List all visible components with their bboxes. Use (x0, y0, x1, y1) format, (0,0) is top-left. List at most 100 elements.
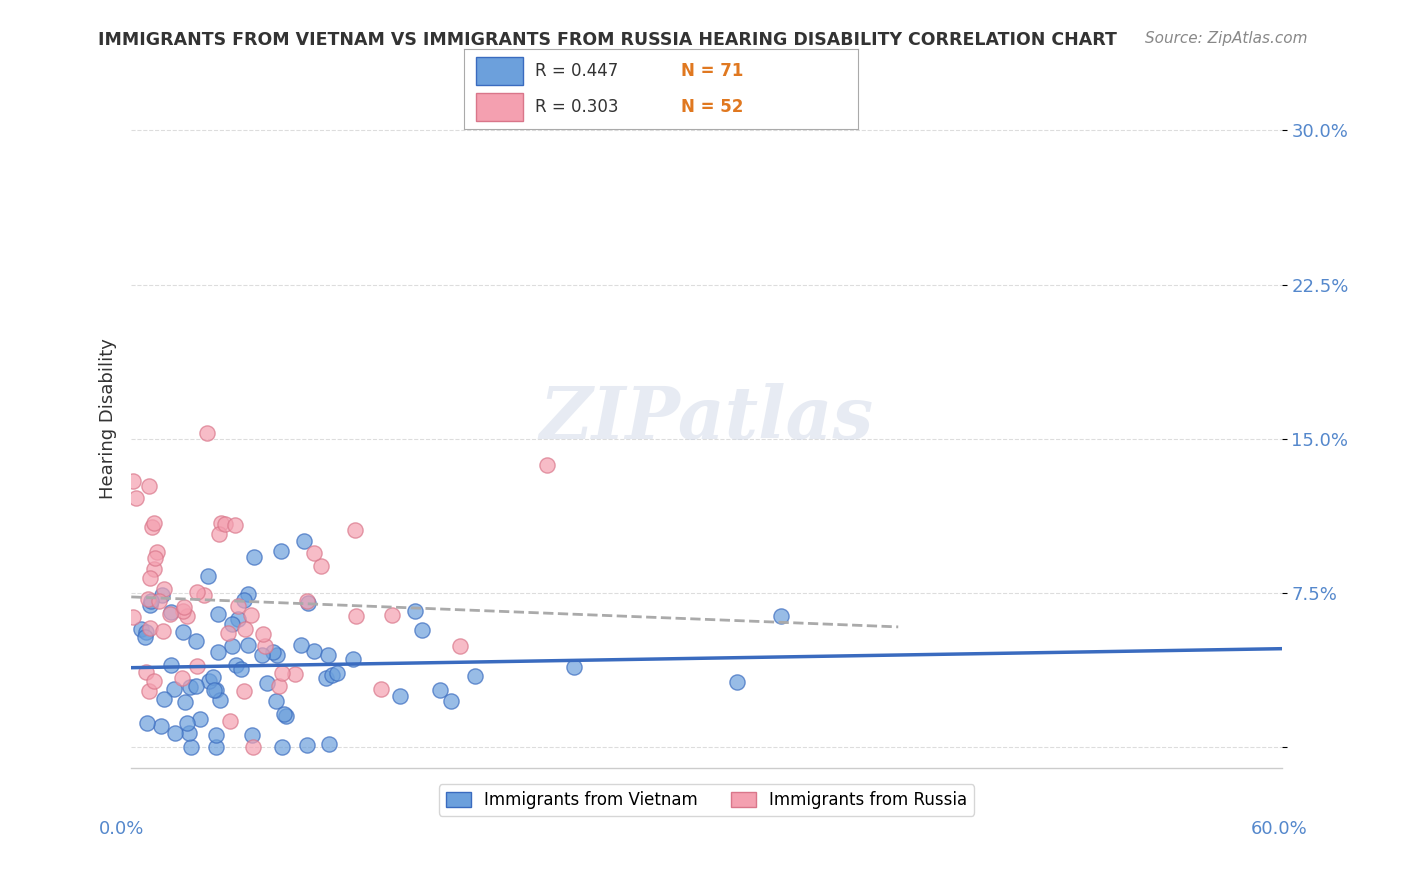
Russia (186, 585, 208, 599)
Vietnam (176, 716, 198, 731)
Russia (226, 599, 249, 613)
Russia (152, 624, 174, 638)
Russia (148, 594, 170, 608)
Russia (142, 674, 165, 689)
Vietnam (135, 716, 157, 731)
Vietnam (266, 648, 288, 662)
Vietnam (139, 598, 162, 612)
Vietnam (173, 694, 195, 708)
Vietnam (207, 607, 229, 621)
Russia (209, 516, 232, 530)
Vietnam (318, 737, 340, 751)
Russia (139, 571, 162, 585)
Vietnam (292, 534, 315, 549)
Vietnam (342, 652, 364, 666)
Legend: Immigrants from Vietnam, Immigrants from Russia: Immigrants from Vietnam, Immigrants from… (439, 784, 974, 815)
Russia (536, 458, 558, 472)
Vietnam (290, 638, 312, 652)
Russia (125, 491, 148, 505)
Russia (153, 582, 176, 597)
Russia (186, 658, 208, 673)
Vietnam (135, 625, 157, 640)
Vietnam (232, 593, 254, 607)
Russia (267, 679, 290, 693)
Vietnam (315, 672, 337, 686)
Vietnam (264, 694, 287, 708)
Russia (143, 516, 166, 531)
Text: Source: ZipAtlas.com: Source: ZipAtlas.com (1144, 31, 1308, 46)
Vietnam (297, 596, 319, 610)
Russia (214, 516, 236, 531)
Russia (344, 609, 367, 624)
Vietnam (197, 569, 219, 583)
Vietnam (295, 739, 318, 753)
Vietnam (198, 674, 221, 689)
Vietnam (204, 682, 226, 697)
Text: R = 0.447: R = 0.447 (534, 62, 619, 79)
Vietnam (316, 648, 339, 663)
Russia (159, 607, 181, 621)
Russia (138, 684, 160, 698)
Russia (224, 518, 246, 533)
Russia (233, 623, 256, 637)
Vietnam (177, 726, 200, 740)
Vietnam (205, 740, 228, 755)
Russia (138, 479, 160, 493)
Text: IMMIGRANTS FROM VIETNAM VS IMMIGRANTS FROM RUSSIA HEARING DISABILITY CORRELATION: IMMIGRANTS FROM VIETNAM VS IMMIGRANTS FR… (98, 31, 1118, 49)
Russia (141, 520, 163, 534)
Russia (284, 667, 307, 681)
Russia (302, 545, 325, 559)
Bar (475, 57, 523, 86)
Vietnam (250, 648, 273, 662)
Text: R = 0.303: R = 0.303 (534, 98, 619, 116)
Russia (122, 610, 145, 624)
Vietnam (134, 630, 156, 644)
Vietnam (165, 726, 187, 740)
Vietnam (270, 544, 292, 558)
Text: 0.0%: 0.0% (98, 820, 143, 838)
Russia (217, 626, 239, 640)
Russia (253, 639, 276, 653)
Russia (193, 588, 215, 602)
Vietnam (725, 675, 748, 690)
Russia (143, 550, 166, 565)
Vietnam (221, 616, 243, 631)
Russia (219, 714, 242, 729)
Vietnam (440, 694, 463, 708)
Vietnam (274, 708, 297, 723)
Vietnam (150, 588, 173, 602)
Text: ZIPatlas: ZIPatlas (540, 383, 873, 454)
Russia (135, 665, 157, 679)
Russia (208, 527, 231, 541)
Russia (239, 607, 262, 622)
Russia (173, 600, 195, 615)
Vietnam (270, 740, 292, 755)
Vietnam (180, 740, 202, 755)
Vietnam (139, 594, 162, 608)
Vietnam (770, 608, 793, 623)
Vietnam (160, 657, 183, 672)
Vietnam (388, 689, 411, 703)
Vietnam (208, 692, 231, 706)
Russia (252, 626, 274, 640)
Vietnam (205, 728, 228, 742)
Vietnam (153, 692, 176, 706)
Russia (195, 425, 218, 440)
Vietnam (236, 638, 259, 652)
Russia (270, 666, 292, 681)
Vietnam (221, 640, 243, 654)
Vietnam (226, 612, 249, 626)
Vietnam (273, 707, 295, 722)
Russia (143, 561, 166, 575)
Text: 60.0%: 60.0% (1251, 820, 1308, 838)
Russia (136, 592, 159, 607)
Bar (475, 94, 523, 121)
Russia (176, 609, 198, 624)
Vietnam (411, 623, 433, 637)
Russia (344, 523, 367, 537)
Russia (370, 681, 392, 696)
Vietnam (321, 668, 343, 682)
Vietnam (404, 604, 426, 618)
Vietnam (240, 728, 263, 742)
Vietnam (188, 712, 211, 726)
